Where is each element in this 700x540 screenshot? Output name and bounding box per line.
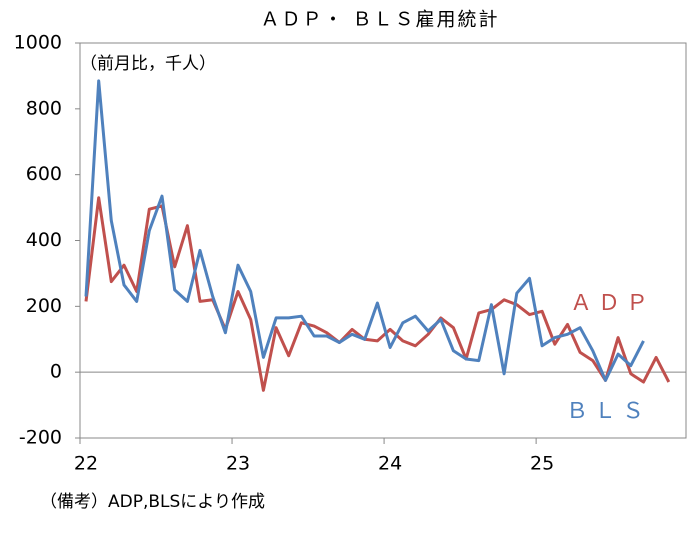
- x-tick-label: 23: [226, 453, 250, 475]
- y-tick-label: 1000: [14, 32, 62, 54]
- unit-note: （前月比，千人）: [80, 54, 216, 74]
- x-tick-label: 24: [378, 453, 402, 475]
- series-line: [84, 79, 645, 382]
- x-tick-label: 22: [74, 453, 98, 475]
- y-tick-label: 200: [26, 295, 62, 317]
- y-tick-label: 800: [26, 97, 62, 119]
- chart-title: ＡＤＰ・ ＢＬＳ雇用統計: [260, 9, 499, 31]
- series-label: ＡＤＰ: [570, 291, 654, 316]
- y-tick-label: -200: [19, 427, 62, 449]
- y-tick-label: 400: [26, 229, 62, 251]
- x-tick-label: 25: [530, 453, 554, 475]
- plot-frame: [79, 42, 687, 439]
- series-label: ＢＬＳ: [566, 399, 650, 424]
- y-tick-label: 0: [50, 361, 62, 383]
- y-tick-label: 600: [26, 163, 62, 185]
- footnote: （備考）ADP,BLSにより作成: [40, 492, 265, 512]
